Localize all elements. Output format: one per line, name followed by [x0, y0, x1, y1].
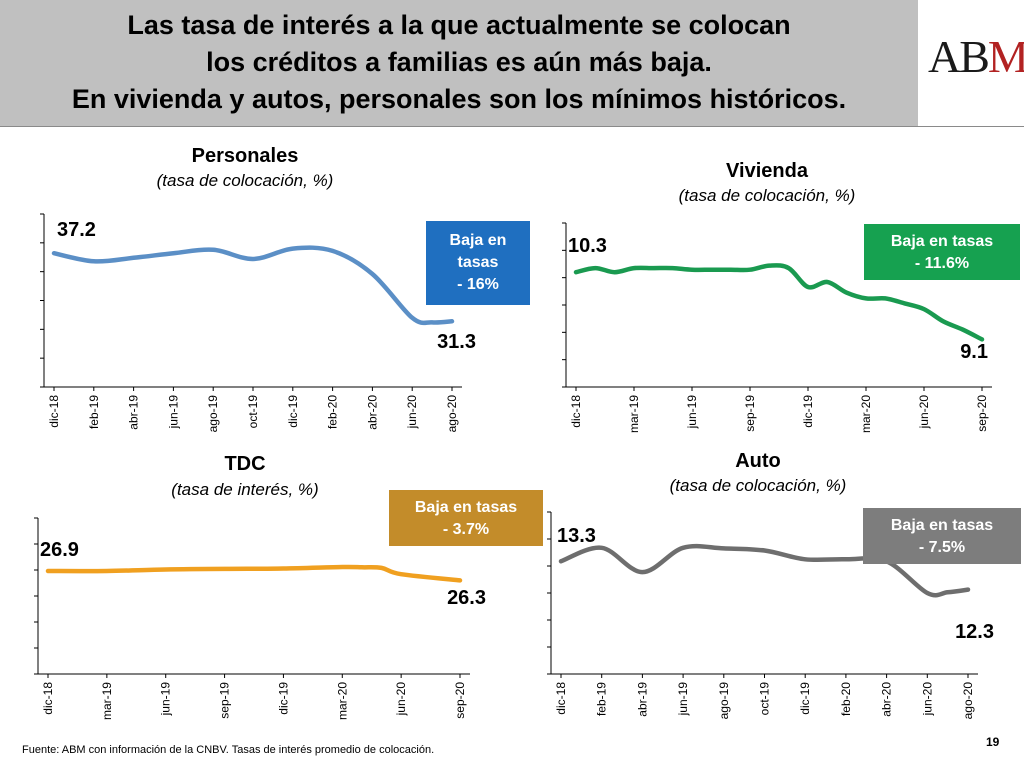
- x-tick-label: mar-19: [100, 682, 114, 720]
- header-title-line-3: En vivienda y autos, personales son los …: [71, 84, 847, 114]
- reduction-badge: [389, 490, 543, 546]
- x-tick-label: jun-19: [166, 395, 180, 430]
- x-tick-label: feb-20: [326, 395, 340, 429]
- badge-text: - 16%: [457, 276, 499, 293]
- page-number: 19: [986, 735, 1000, 749]
- header-divider: [0, 126, 1024, 127]
- start-value-label: 37.2: [57, 219, 96, 241]
- chart-title: TDC: [224, 453, 265, 475]
- end-value-label: 26.3: [447, 587, 486, 609]
- chart-subtitle: (tasa de colocación, %): [157, 171, 334, 190]
- x-tick-label: feb-20: [839, 682, 853, 716]
- reduction-badge: [863, 508, 1021, 564]
- x-tick-label: ago-20: [445, 395, 459, 433]
- series-line: [573, 263, 985, 342]
- series-line: [558, 543, 971, 598]
- start-value-label: 10.3: [568, 235, 607, 257]
- x-tick-label: dic-18: [47, 395, 61, 428]
- x-tick-label: sep-20: [975, 395, 989, 432]
- abm-logo: ABM: [928, 31, 1024, 82]
- x-tick-label: dic-19: [801, 395, 815, 428]
- header-title-line-2: los créditos a familias es aún más baja.: [206, 47, 712, 77]
- source-note: Fuente: ABM con información de la CNBV. …: [22, 744, 435, 756]
- chart-title: Auto: [735, 450, 781, 472]
- x-tick-label: mar-19: [627, 395, 641, 433]
- x-tick-label: abr-20: [365, 395, 379, 430]
- x-tick-label: mar-20: [859, 395, 873, 433]
- badge-text: Baja en tasas: [891, 233, 993, 250]
- badge-text: Baja en tasas: [891, 517, 993, 534]
- x-tick-label: jun-20: [394, 682, 408, 717]
- end-value-label: 31.3: [437, 331, 476, 353]
- x-tick-label: mar-20: [335, 682, 349, 720]
- chart-auto: Auto (tasa de colocación, %) dic-18 feb-19 a…: [547, 450, 1021, 719]
- chart-title: Vivienda: [726, 160, 809, 182]
- x-tick-label: ago-20: [961, 682, 975, 720]
- start-value-label: 26.9: [40, 539, 79, 561]
- end-value-label: 9.1: [960, 341, 988, 363]
- header-band: [0, 0, 918, 126]
- badge-text: Baja en: [450, 232, 507, 249]
- chart-tdc: TDC (tasa de interés, %) dic-18 mar-19 jun-1…: [34, 453, 543, 720]
- end-value-label: 12.3: [955, 621, 994, 643]
- x-tick-label: ago-19: [206, 395, 220, 433]
- x-tick-label: dic-19: [798, 682, 812, 715]
- badge-text: Baja en tasas: [415, 499, 517, 516]
- x-tick-label: dic-18: [41, 682, 55, 715]
- x-tick-label: dic-18: [569, 395, 583, 428]
- chart-personales: Personales (tasa de colocación, %) dic-18 f…: [40, 145, 530, 432]
- chart-subtitle: (tasa de colocación, %): [670, 476, 847, 495]
- x-tick-label: feb-19: [595, 682, 609, 716]
- chart-title: Personales: [192, 145, 299, 167]
- start-value-label: 13.3: [557, 525, 596, 547]
- x-tick-label: jun-20: [917, 395, 931, 430]
- x-tick-label: jun-19: [676, 682, 690, 717]
- x-tick-label: ago-19: [717, 682, 731, 720]
- badge-text: tasas: [458, 254, 499, 271]
- badge-text: - 7.5%: [919, 539, 965, 556]
- x-tick-label: feb-19: [87, 395, 101, 429]
- reduction-badge: [864, 224, 1020, 280]
- chart-vivienda: Vivienda (tasa de colocación, %) dic-18 mar…: [562, 160, 1020, 433]
- x-tick-label: abr-19: [127, 395, 141, 430]
- x-tick-label: abr-19: [635, 682, 649, 717]
- x-tick-label: oct-19: [246, 395, 260, 429]
- x-tick-label: jun-19: [685, 395, 699, 430]
- reduction-badge: [426, 221, 530, 305]
- chart-subtitle: (tasa de colocación, %): [679, 186, 856, 205]
- chart-subtitle: (tasa de interés, %): [171, 480, 318, 499]
- x-tick-label: jun-20: [405, 395, 419, 430]
- x-tick-label: dic-19: [276, 682, 290, 715]
- x-tick-label: abr-20: [880, 682, 894, 717]
- x-tick-label: dic-18: [554, 682, 568, 715]
- badge-text: - 3.7%: [443, 521, 489, 538]
- x-tick-label: jun-20: [920, 682, 934, 717]
- badge-text: - 11.6%: [915, 255, 969, 272]
- series-line: [45, 564, 463, 583]
- x-tick-label: sep-19: [218, 682, 232, 719]
- x-tick-label: sep-19: [743, 395, 757, 432]
- series-line: [51, 245, 455, 326]
- x-tick-label: jun-19: [159, 682, 173, 717]
- logo-area: [918, 0, 1024, 126]
- x-tick-label: oct-19: [758, 682, 772, 716]
- x-tick-label: sep-20: [453, 682, 467, 719]
- x-tick-label: dic-19: [286, 395, 300, 428]
- header-title-line-1: Las tasa de interés a la que actualmente…: [127, 10, 791, 40]
